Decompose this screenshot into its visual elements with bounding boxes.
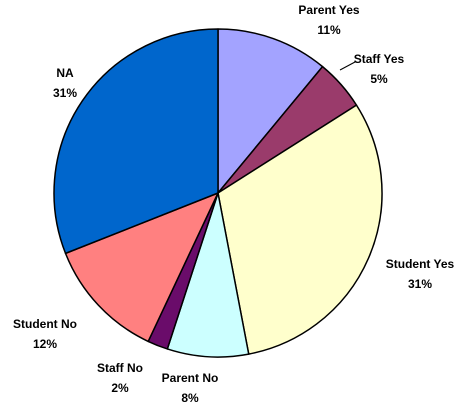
label-name-parent-yes: Parent Yes <box>298 3 359 17</box>
label-percent-staff-no: 2% <box>111 381 129 395</box>
label-name-parent-no: Parent No <box>162 371 219 385</box>
label-parent-no: Parent No 8% <box>162 371 219 405</box>
label-name-staff-no: Staff No <box>97 361 143 375</box>
slice-student-no <box>64 192 219 343</box>
label-percent-student-yes: 31% <box>408 277 432 291</box>
label-name-staff-yes: Staff Yes <box>354 52 405 66</box>
label-na: NA 31% <box>53 66 77 100</box>
label-staff-no: Staff No 2% <box>97 361 143 395</box>
label-percent-parent-no: 8% <box>181 391 199 405</box>
label-name-student-yes: Student Yes <box>386 257 455 271</box>
slice-student-yes <box>217 104 383 355</box>
label-staff-yes: Staff Yes 5% <box>354 52 405 86</box>
staff-yes-leader-line <box>339 61 356 71</box>
pie-labels: Parent Yes 11% Staff Yes 5% Student Yes 31% Pa… <box>13 3 455 405</box>
label-name-na: NA <box>56 66 74 80</box>
leader-lines <box>339 61 356 71</box>
label-student-yes: Student Yes 31% <box>386 257 455 291</box>
label-percent-staff-yes: 5% <box>370 72 388 86</box>
label-parent-yes: Parent Yes 11% <box>298 3 359 37</box>
label-percent-na: 31% <box>53 86 77 100</box>
pie-slices <box>53 28 383 358</box>
label-percent-parent-yes: 11% <box>317 23 341 37</box>
label-percent-student-no: 12% <box>33 337 57 351</box>
label-name-student-no: Student No <box>13 317 77 331</box>
label-student-no: Student No 12% <box>13 317 77 351</box>
slice-na <box>53 28 219 255</box>
slice-parent-yes <box>217 28 324 194</box>
